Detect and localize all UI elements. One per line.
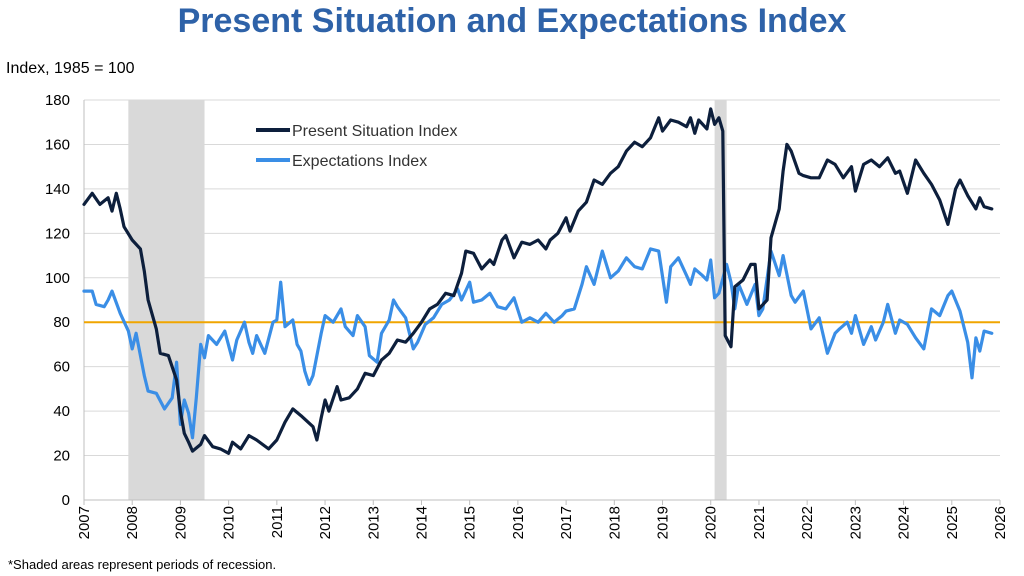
x-tick-label: 2026: [992, 506, 1009, 539]
legend-label-expectations-index: Expectations Index: [292, 153, 427, 170]
x-tick-label: 2008: [124, 506, 141, 539]
expectations-index-line: [82, 247, 994, 440]
x-tick-label: 2025: [944, 506, 961, 539]
y-tick-label: 0: [62, 492, 70, 509]
x-tick-label: 2021: [751, 506, 768, 539]
x-tick-label: 2023: [847, 506, 864, 539]
footnote: *Shaded areas represent periods of reces…: [8, 557, 277, 572]
y-tick-label: 60: [53, 359, 70, 376]
x-tick-label: 2009: [172, 506, 189, 539]
chart-title: Present Situation and Expectations Index: [177, 2, 847, 40]
x-tick-label: 2012: [317, 506, 334, 539]
y-tick-label: 180: [45, 92, 70, 109]
x-tick-label: 2020: [703, 506, 720, 539]
legend-label-present-situation-index: Present Situation Index: [292, 123, 457, 140]
x-tick-label: 2014: [413, 506, 430, 539]
x-tick-label: 2019: [655, 506, 672, 539]
x-tick-label: 2007: [76, 506, 93, 539]
y-tick-label: 140: [45, 181, 70, 198]
x-tick-label: 2017: [558, 506, 575, 539]
x-tick-label: 2024: [896, 506, 913, 539]
x-tick-label: 2022: [799, 506, 816, 539]
recession-band-1: [128, 100, 205, 500]
y-tick-label: 120: [45, 225, 70, 242]
y-axis-unit-label: Index, 1985 = 100: [6, 60, 135, 77]
y-tick-label: 80: [53, 314, 70, 331]
y-tick-label: 160: [45, 136, 70, 153]
y-tick-label: 40: [53, 403, 70, 420]
present-situation-index-line: [82, 107, 994, 455]
x-tick-label: 2010: [221, 506, 238, 539]
y-tick-label: 100: [45, 270, 70, 287]
x-tick-label: 2013: [365, 506, 382, 539]
x-tick-label: 2015: [462, 506, 479, 539]
x-tick-label: 2016: [510, 506, 527, 539]
y-tick-label: 20: [53, 448, 70, 465]
x-tick-label: 2011: [269, 506, 286, 538]
x-tick-label: 2018: [606, 506, 623, 539]
